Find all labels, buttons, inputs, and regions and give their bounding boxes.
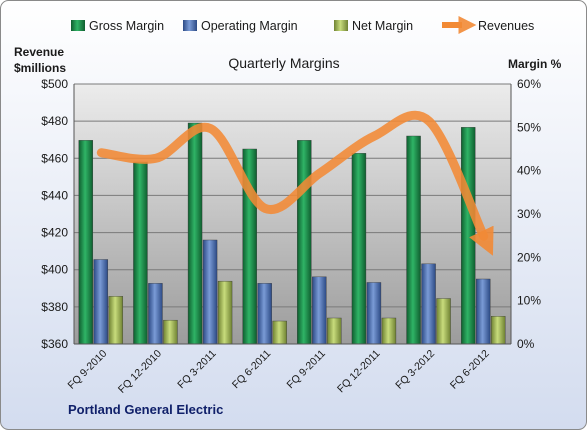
bar <box>312 276 327 345</box>
left-tick-label: $500 <box>41 77 68 91</box>
left-tick-label: $360 <box>41 337 68 351</box>
bar <box>475 278 491 345</box>
bar <box>460 127 476 345</box>
left-tick-label: $420 <box>41 226 68 240</box>
right-tick-label: 40% <box>517 164 541 178</box>
left-tick-label: $440 <box>41 188 68 202</box>
legend: Gross Margin Operating Margin Net Margin… <box>71 16 534 34</box>
bar <box>133 161 148 345</box>
bar <box>381 317 397 345</box>
legend-swatch-operating <box>183 20 197 31</box>
revenue-line <box>96 110 494 256</box>
legend-label-gross: Gross Margin <box>89 19 164 33</box>
left-tick-label: $460 <box>41 151 68 165</box>
bar <box>272 320 287 345</box>
left-tick-label: $380 <box>41 300 68 314</box>
bar <box>78 140 94 345</box>
right-tick-label: 0% <box>517 337 535 351</box>
bar <box>297 140 312 345</box>
bar <box>257 283 272 345</box>
bar <box>490 316 506 345</box>
bar <box>187 122 203 345</box>
left-tick-label: $480 <box>41 114 68 128</box>
legend-label-net: Net Margin <box>352 19 413 33</box>
left-axis-label-line1: Revenue <box>14 45 64 59</box>
bar <box>366 282 382 345</box>
bar <box>202 239 218 345</box>
right-tick-label: 60% <box>517 77 541 91</box>
bar <box>93 259 109 345</box>
left-tick-label: $400 <box>41 263 68 277</box>
bar <box>436 298 451 345</box>
bar <box>327 317 342 345</box>
legend-label-operating: Operating Margin <box>201 19 298 33</box>
left-axis-label-line2: $millions <box>14 61 66 75</box>
right-tick-label: 50% <box>517 120 541 134</box>
right-tick-label: 20% <box>517 250 541 264</box>
footer-company: Portland General Electric <box>68 402 223 417</box>
right-tick-label: 10% <box>517 294 541 308</box>
bar <box>421 263 436 345</box>
right-axis-label: Margin % <box>508 57 562 71</box>
bar <box>163 319 178 345</box>
bar <box>217 280 233 345</box>
bar <box>351 153 367 345</box>
legend-label-revenues: Revenues <box>478 19 534 33</box>
chart-title: Quarterly Margins <box>228 55 339 71</box>
legend-swatch-gross <box>71 20 85 31</box>
revenue-line-layer <box>96 110 494 256</box>
bar <box>108 296 124 345</box>
bar <box>406 135 421 345</box>
bar <box>148 283 163 345</box>
right-tick-label: 30% <box>517 207 541 221</box>
legend-swatch-net <box>334 20 348 31</box>
